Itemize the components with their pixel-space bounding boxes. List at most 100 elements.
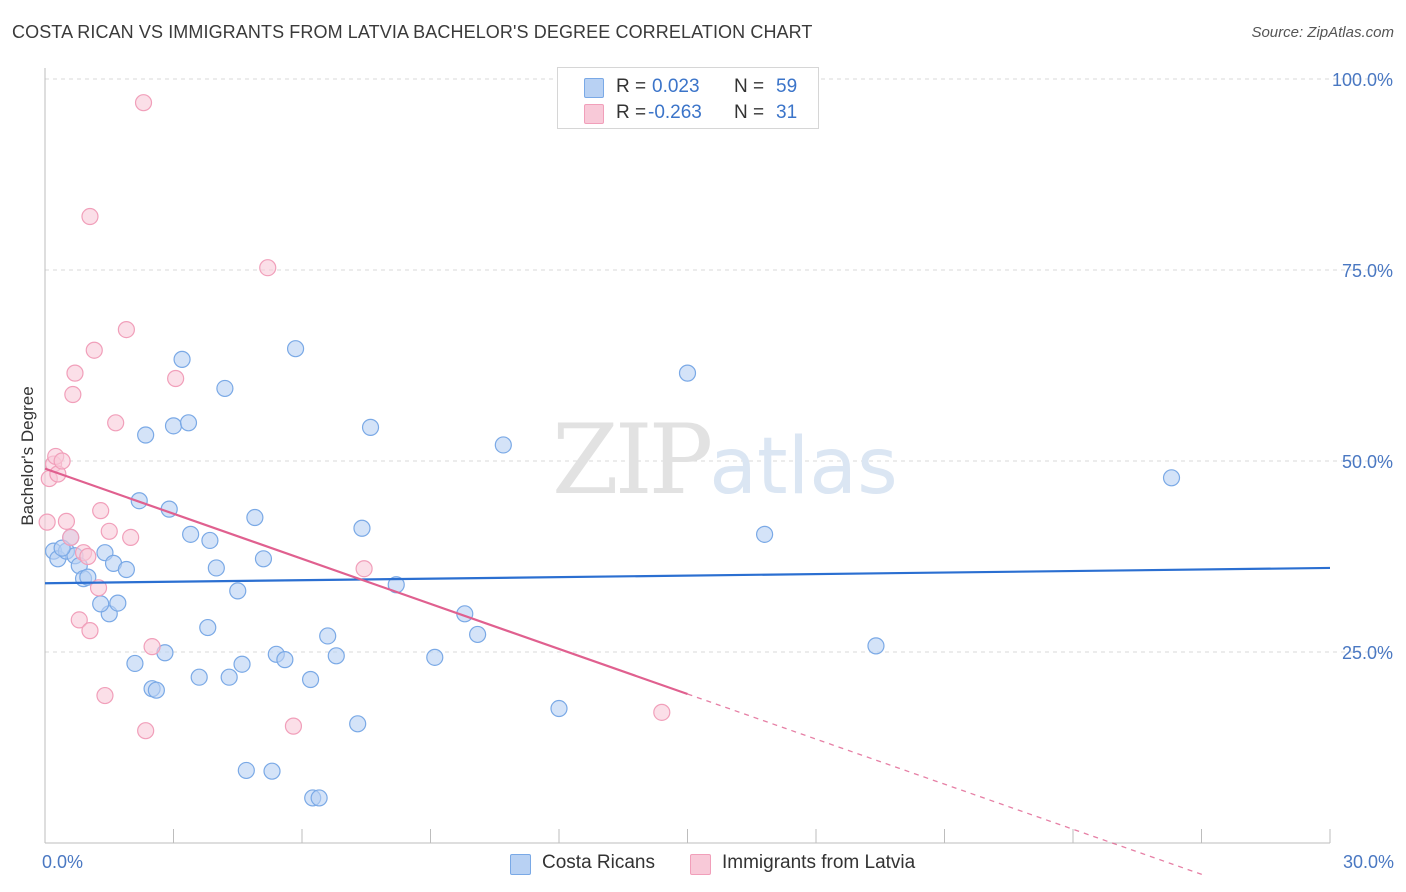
latvia-point [653,703,671,721]
costa-ricans-point [494,436,512,454]
watermark-zip: ZIP [552,404,713,516]
latvia-trend-line-extension [687,693,1206,877]
r-value: 0.023 [652,76,700,97]
gridlines [45,78,1392,653]
costa-ricans-point [310,789,328,807]
costa-ricans-point [147,681,165,699]
latvia-point [70,611,88,629]
costa-ricans-point [173,350,191,368]
costa-ricans-point [263,762,281,780]
costa-ricans-trend-line [44,566,1331,585]
latvia-point [100,522,118,540]
latvia-point [284,717,303,735]
watermark: ZIPatlas [552,404,898,516]
costa-ricans-point [126,654,144,673]
y-tick-label: 25.0% [1342,643,1393,663]
costa-ricans-point [353,519,371,537]
y-axis-label: Bachelor's Degree [18,386,37,526]
costa-ricans-point [137,426,155,444]
costa-ricans-swatch [584,78,604,98]
costa-ricans-point [207,559,225,577]
r-value: -0.263 [648,102,702,123]
latvia-point [57,512,76,530]
latvia-point [107,414,125,432]
costa-ricans-point [79,568,97,586]
costa-ricans-point [199,618,217,637]
costa-ricans-point [301,670,320,689]
latvia-point [122,528,140,547]
costa-ricans-point [678,364,697,382]
costa-ricans-point [182,525,200,543]
latvia-point [79,547,97,566]
n-label: N = [734,76,765,97]
legend-label: Costa Ricans [542,852,655,873]
latvia-point [53,452,71,470]
x-tick-min: 0.0% [42,852,84,872]
latvia-point [167,369,185,388]
costa-ricans-point [867,637,885,655]
latvia-point [64,385,82,404]
costa-ricans-point [216,379,234,398]
n-value: 31 [776,102,798,123]
latvia-point [259,259,277,277]
n-label: N = [734,102,765,123]
y-tick-label: 100.0% [1332,70,1393,90]
costa-ricans-point [349,715,367,733]
latvia-swatch [584,104,604,124]
latvia-point [66,364,84,382]
costa-ricans-point [755,525,774,543]
costa-ricans-point [233,655,251,673]
latvia-point [355,560,373,578]
y-tick-label: 50.0% [1342,452,1393,472]
costa-ricans-point [92,595,110,613]
costa-ricans-point [361,418,380,436]
costa-ricans-point [179,414,198,432]
latvia-legend-swatch [690,854,711,875]
costa-ricans-point [237,761,255,780]
latvia-point [117,320,135,339]
latvia-point [38,513,56,531]
legend-label: Immigrants from Latvia [722,852,916,873]
stats-legend: R = 0.023 N = 59 R = -0.263 N = 31 [557,67,819,129]
costa-ricans-point [1162,469,1181,487]
latvia-point [92,502,110,520]
costa-ricans-point [276,651,294,669]
costa-ricans-point [469,625,487,644]
latvia-trend-line [44,467,688,696]
costa-ricans-point [229,582,247,600]
trend-lines [44,467,1331,877]
latvia-point [62,528,80,547]
latvia-point [89,579,108,597]
y-tick-labels: 25.0% 50.0% 75.0% 100.0% [1332,70,1393,663]
latvia-point [137,722,155,740]
watermark-atlas: atlas [709,422,898,512]
axes [44,68,1331,844]
costa-ricans-point [426,648,444,666]
source-label: Source: ZipAtlas.com [1251,24,1394,41]
r-label: R = [616,76,647,97]
latvia-point [134,94,153,112]
latvia-point [96,686,114,705]
costa-ricans-point [201,531,219,550]
costa-ricans-point [117,560,135,579]
costa-ricans-point [246,508,264,527]
costa-ricans-point [286,340,305,358]
chart-title: COSTA RICAN VS IMMIGRANTS FROM LATVIA BA… [12,22,813,42]
costa-ricans-legend-swatch [510,854,531,875]
costa-ricans-point [319,627,337,645]
costa-ricans-point [220,668,238,686]
r-label: R = [616,102,647,123]
x-tick-max: 30.0% [1342,852,1394,872]
scatter-points [38,94,1181,807]
costa-ricans-point [327,647,345,665]
latvia-point [81,207,99,226]
costa-ricans-point [190,668,208,686]
costa-ricans-point [254,550,273,568]
latvia-point [85,341,103,359]
latvia-point [143,638,161,656]
costa-ricans-point [550,699,568,718]
y-tick-label: 75.0% [1342,261,1393,281]
costa-ricans-point [164,417,183,435]
latvia-point [81,622,99,640]
